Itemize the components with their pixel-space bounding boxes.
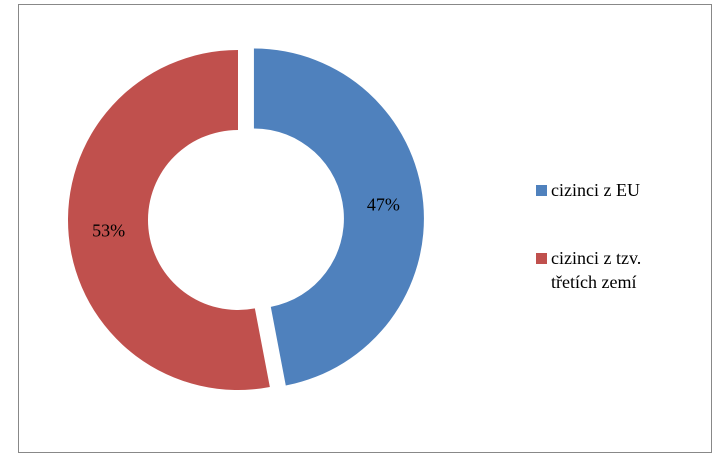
legend-item: cizinci z EU <box>536 178 696 202</box>
data-label: 47% <box>367 194 400 214</box>
legend-label: cizinci z EU <box>551 180 640 200</box>
donut-slice <box>253 48 424 386</box>
donut-slice <box>67 50 270 390</box>
data-label: 53% <box>92 220 125 240</box>
legend-swatch <box>536 185 547 196</box>
legend-swatch <box>536 253 547 264</box>
legend-label: cizinci z tzv. třetích zemí <box>551 248 642 292</box>
legend-item: cizinci z tzv. třetích zemí <box>536 246 696 294</box>
